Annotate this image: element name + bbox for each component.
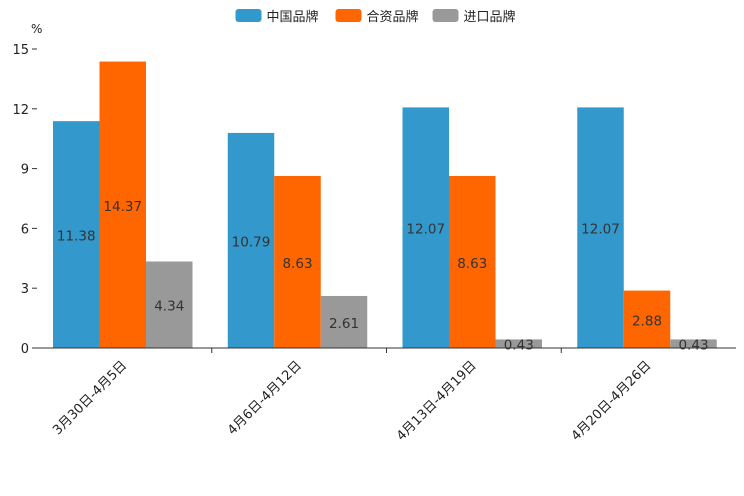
legend-label: 中国品牌 bbox=[267, 9, 319, 25]
bar-data-label: 14.37 bbox=[103, 199, 142, 215]
x-category-label: 4月6日-4月12日 bbox=[225, 358, 305, 438]
legend-label: 合资品牌 bbox=[367, 9, 419, 25]
bar-data-label: 4.34 bbox=[154, 299, 184, 315]
bar bbox=[274, 175, 321, 348]
y-tick-label: 9 bbox=[21, 163, 29, 178]
y-tick-label: 0 bbox=[21, 342, 29, 357]
bar-data-label: 2.61 bbox=[329, 316, 359, 332]
bar bbox=[99, 61, 146, 349]
bar bbox=[320, 295, 368, 348]
bar bbox=[53, 121, 100, 349]
bar-data-label: 12.07 bbox=[406, 222, 445, 238]
bars: 11.38 14.37 4.34 10.79 8.63 2.61 12.07 8.63 0.43… bbox=[53, 61, 717, 354]
bar-data-label: 12.07 bbox=[581, 222, 620, 238]
x-axis: 3月30日-4月5日 4月6日-4月12日 4月13日-4月19日 4月20日-4月2… bbox=[37, 347, 736, 444]
bar-data-label: 10.79 bbox=[232, 234, 271, 250]
y-tick-label: 6 bbox=[21, 222, 29, 237]
y-tick-label: 12 bbox=[12, 103, 29, 118]
bar bbox=[402, 107, 449, 348]
x-category-label: 3月30日-4月5日 bbox=[50, 358, 130, 438]
bar-data-label: 0.43 bbox=[678, 338, 708, 354]
legend-swatch bbox=[235, 9, 262, 22]
legend-swatch bbox=[335, 9, 362, 22]
bar bbox=[495, 339, 542, 348]
x-category-label: 4月20日-4月26日 bbox=[569, 358, 655, 444]
bar-data-label: 11.38 bbox=[57, 229, 96, 245]
bar-data-label: 8.63 bbox=[282, 256, 312, 272]
bar bbox=[623, 290, 671, 348]
bar bbox=[670, 339, 717, 348]
bar bbox=[227, 132, 275, 348]
y-axis-unit-label: % bbox=[31, 22, 42, 36]
bar bbox=[449, 175, 496, 348]
legend: 中国品牌 合资品牌 进口品牌 bbox=[235, 9, 516, 25]
bar-data-label: 8.63 bbox=[457, 256, 487, 272]
y-tick-label: 3 bbox=[21, 282, 29, 297]
y-tick-label: 15 bbox=[12, 43, 29, 58]
x-category-label: 4月13日-4月19日 bbox=[394, 358, 480, 444]
legend-label: 进口品牌 bbox=[464, 9, 516, 25]
bar bbox=[577, 107, 624, 348]
bar bbox=[146, 261, 193, 348]
legend-swatch bbox=[432, 9, 459, 22]
bar-data-label: 0.43 bbox=[504, 338, 534, 354]
y-axis: 0 3 6 9 12 15 bbox=[12, 43, 37, 357]
bar-data-label: 2.88 bbox=[632, 313, 662, 329]
